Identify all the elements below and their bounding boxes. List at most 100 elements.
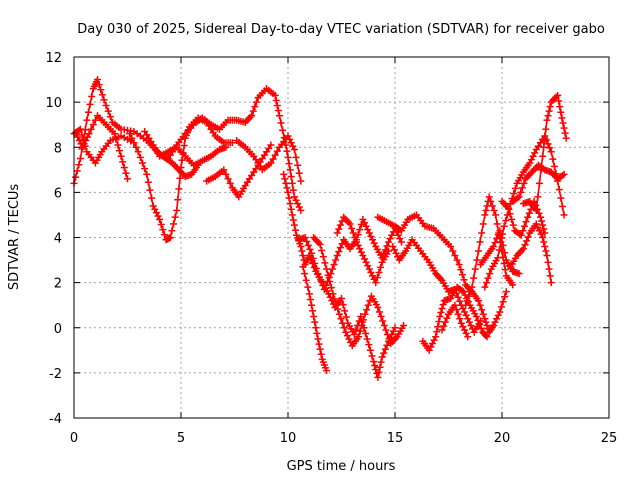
data-point — [297, 243, 305, 251]
data-point — [301, 234, 309, 241]
data-point — [267, 159, 275, 167]
data-point — [290, 193, 298, 201]
data-point — [562, 134, 570, 142]
series-track-14 — [333, 213, 393, 287]
data-point — [464, 315, 472, 323]
chart-title: Day 030 of 2025, Sidereal Day-to-day VTE… — [77, 22, 605, 37]
x-tick-label: 15 — [387, 431, 404, 446]
data-point — [457, 319, 465, 327]
data-point — [547, 279, 555, 287]
data-point — [365, 265, 373, 273]
data-point — [432, 333, 440, 341]
data-point — [323, 265, 331, 273]
data-point — [524, 213, 532, 221]
data-series — [70, 76, 570, 381]
series-track-21 — [481, 132, 568, 291]
data-point — [248, 112, 256, 120]
y-tick-label: 10 — [45, 96, 62, 111]
data-point — [310, 312, 318, 320]
data-point — [365, 229, 373, 237]
data-point — [502, 288, 510, 296]
data-point — [316, 240, 324, 248]
data-point — [76, 125, 84, 133]
data-point — [173, 206, 181, 214]
data-point — [100, 96, 108, 104]
data-point — [547, 148, 555, 156]
series-track-17 — [419, 283, 491, 354]
series-track-23 — [519, 91, 570, 214]
data-point — [370, 358, 378, 366]
data-point — [342, 328, 350, 336]
data-point — [380, 321, 388, 329]
y-tick-label: 6 — [54, 186, 62, 201]
data-point — [314, 335, 322, 343]
data-point — [374, 373, 382, 381]
series-track-2 — [72, 112, 131, 183]
data-point — [220, 166, 228, 174]
data-point — [288, 211, 296, 219]
series-track-11 — [295, 215, 405, 293]
series-track-8 — [203, 141, 275, 201]
series-track-24 — [509, 161, 568, 205]
data-point — [222, 143, 230, 151]
x-axis-label: GPS time / hours — [287, 459, 396, 474]
data-point — [530, 197, 538, 205]
series-track-13 — [299, 263, 331, 375]
data-point — [143, 170, 151, 178]
data-point — [474, 247, 482, 255]
data-point — [481, 315, 489, 323]
y-tick-label: 8 — [54, 141, 62, 156]
y-tick-label: -2 — [49, 367, 62, 382]
y-tick-label: 0 — [54, 322, 62, 337]
data-point — [543, 116, 551, 124]
data-point — [297, 177, 305, 185]
y-axis-label: SDTVAR / TECUs — [7, 184, 22, 291]
data-point — [329, 290, 337, 298]
series-track-5 — [164, 85, 305, 214]
data-point — [372, 279, 380, 287]
data-point — [284, 188, 292, 196]
data-point — [117, 152, 125, 160]
series-track-1 — [70, 76, 164, 187]
data-point — [468, 283, 476, 291]
series-track-9 — [233, 132, 305, 185]
data-point — [374, 303, 382, 311]
data-point — [228, 139, 236, 147]
data-point — [464, 333, 472, 341]
data-point — [94, 76, 102, 84]
data-point — [378, 353, 386, 361]
data-point — [149, 202, 157, 210]
data-point — [438, 326, 446, 334]
data-point — [156, 215, 164, 223]
data-point — [541, 229, 549, 237]
data-point — [335, 310, 343, 318]
data-point — [489, 243, 497, 251]
data-point — [333, 229, 341, 237]
data-point — [519, 245, 527, 253]
data-point — [504, 204, 512, 212]
x-tick-label: 20 — [494, 431, 511, 446]
data-point — [485, 193, 493, 201]
data-point — [560, 211, 568, 219]
data-point — [436, 312, 444, 320]
data-point — [166, 234, 174, 241]
data-point — [85, 130, 93, 138]
data-point — [290, 146, 298, 154]
data-point — [363, 335, 371, 343]
x-tick-label: 10 — [280, 431, 297, 446]
data-point — [474, 297, 482, 305]
data-point — [517, 231, 525, 239]
x-tick-label: 0 — [70, 431, 78, 446]
y-tick-label: 2 — [54, 277, 62, 292]
data-point — [359, 215, 367, 223]
data-point — [111, 130, 119, 138]
data-point — [451, 301, 459, 309]
data-point — [346, 220, 354, 228]
data-point — [515, 193, 523, 201]
axis-ticks: 0 5 10 15 20 25 -4 -2 0 2 4 6 8 10 12 — [45, 51, 617, 446]
data-point — [76, 155, 84, 163]
data-point — [515, 270, 523, 278]
data-point — [350, 331, 358, 339]
data-point — [338, 294, 345, 302]
data-point — [333, 252, 341, 260]
